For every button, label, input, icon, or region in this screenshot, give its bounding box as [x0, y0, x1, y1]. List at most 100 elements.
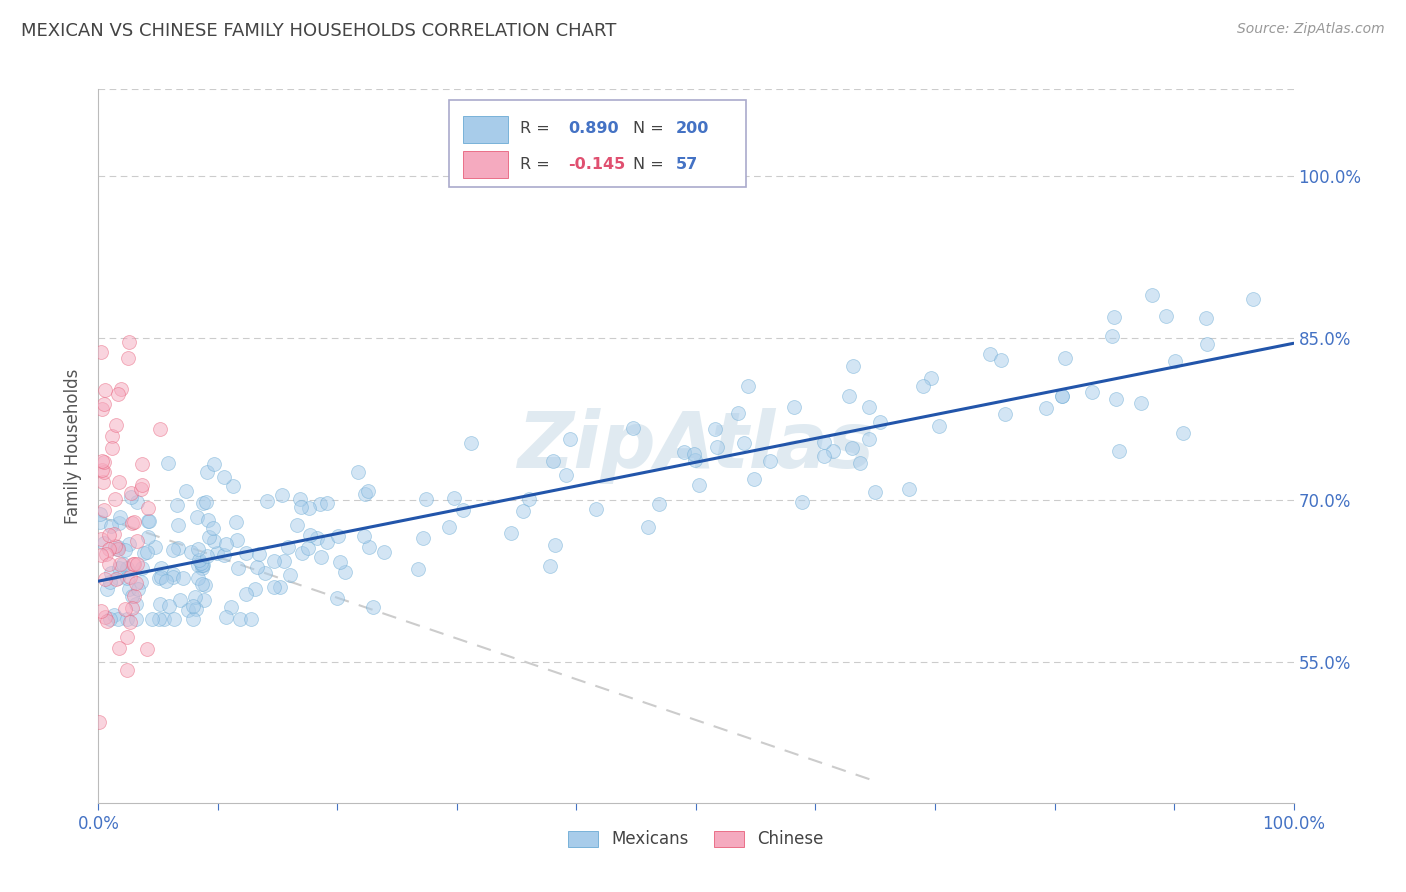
Point — [118, 582, 141, 596]
Point — [235, 545, 257, 559]
Point — [131, 574, 153, 589]
Point — [544, 538, 567, 552]
Point — [187, 542, 209, 557]
Point — [93, 455, 115, 469]
Point — [107, 571, 129, 585]
Point — [115, 664, 138, 678]
Point — [169, 592, 191, 607]
Point — [125, 597, 148, 611]
Point — [129, 483, 152, 497]
Point — [157, 456, 180, 470]
Point — [920, 371, 942, 385]
Point — [406, 562, 429, 576]
Point — [91, 402, 114, 417]
Point — [107, 561, 129, 575]
Point — [316, 496, 339, 510]
Point — [858, 400, 880, 414]
Text: Source: ZipAtlas.com: Source: ZipAtlas.com — [1237, 22, 1385, 37]
Point — [118, 615, 141, 629]
Point — [177, 603, 200, 617]
Point — [1140, 288, 1163, 302]
Point — [197, 549, 219, 563]
Point — [149, 570, 172, 584]
Point — [100, 566, 122, 580]
Point — [121, 601, 143, 615]
Point — [94, 610, 117, 624]
Point — [191, 561, 214, 575]
Point — [136, 545, 159, 559]
Point — [512, 504, 534, 518]
Point — [115, 571, 138, 585]
Point — [162, 570, 184, 584]
Point — [202, 534, 225, 549]
Point — [254, 566, 277, 580]
Point — [412, 531, 434, 545]
Point — [149, 560, 172, 574]
Point — [841, 359, 863, 373]
Point — [194, 577, 217, 591]
Point — [221, 479, 243, 493]
Point — [103, 608, 125, 623]
Point — [246, 559, 269, 574]
Point — [240, 612, 263, 626]
Point — [96, 614, 118, 628]
Point — [125, 494, 148, 508]
Point — [90, 454, 112, 468]
Point — [104, 492, 127, 507]
Point — [1053, 351, 1076, 365]
Point — [112, 557, 135, 571]
Point — [928, 419, 950, 434]
Text: -0.145: -0.145 — [568, 157, 626, 171]
Point — [1163, 353, 1185, 368]
Point — [637, 519, 659, 533]
Point — [329, 555, 352, 569]
Point — [167, 541, 190, 555]
Point — [184, 591, 207, 605]
Point — [138, 514, 160, 528]
Point — [415, 491, 437, 506]
Point — [152, 612, 174, 626]
Point — [759, 454, 782, 468]
Point — [186, 602, 208, 616]
Point — [114, 601, 136, 615]
Text: 57: 57 — [676, 157, 697, 171]
Point — [101, 441, 124, 455]
Point — [298, 528, 321, 542]
Point — [727, 405, 749, 419]
Point — [89, 507, 111, 521]
Point — [979, 347, 1001, 361]
Point — [93, 466, 115, 480]
Point — [249, 547, 271, 561]
Point — [1130, 396, 1153, 410]
Point — [202, 458, 225, 472]
Point — [865, 484, 887, 499]
Point — [90, 604, 112, 618]
Point — [373, 545, 395, 559]
Point — [105, 418, 128, 433]
Point — [298, 501, 321, 516]
FancyBboxPatch shape — [463, 152, 509, 178]
Point — [163, 612, 186, 626]
Point — [354, 486, 377, 500]
Point — [101, 429, 124, 443]
Point — [105, 572, 128, 586]
Point — [451, 502, 474, 516]
Point — [96, 547, 118, 561]
Point — [136, 642, 159, 657]
Point — [316, 535, 339, 549]
Point — [122, 557, 145, 571]
Point — [131, 561, 153, 575]
FancyBboxPatch shape — [463, 116, 509, 143]
Point — [869, 415, 891, 429]
Point — [1241, 292, 1264, 306]
Point — [297, 541, 319, 556]
Point — [98, 575, 121, 590]
Point — [90, 345, 112, 359]
Point — [706, 440, 728, 454]
Point — [357, 483, 380, 498]
Point — [207, 546, 229, 560]
Point — [737, 378, 759, 392]
Point — [110, 557, 132, 571]
Point — [127, 582, 149, 597]
Point — [118, 569, 141, 583]
